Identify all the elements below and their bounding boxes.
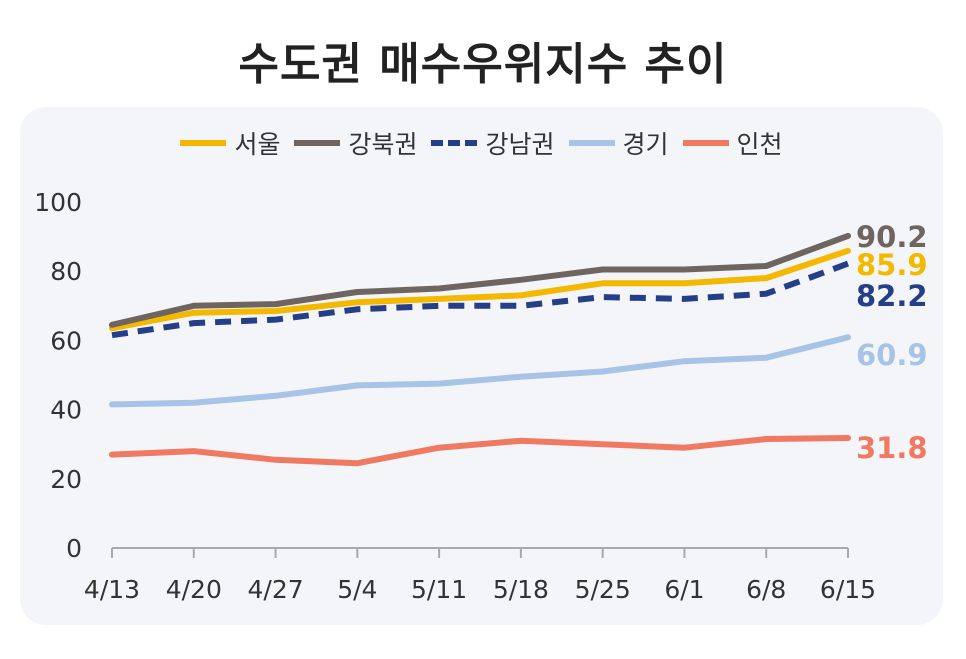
legend-swatch-gangbuk xyxy=(294,140,341,146)
y-tick-label: 60 xyxy=(50,326,82,355)
end-value-label: 85.9 xyxy=(856,248,928,282)
series-line-3 xyxy=(111,260,850,339)
series-line-2 xyxy=(109,232,851,328)
y-tick-label: 0 xyxy=(66,534,82,563)
axes: 0 20 40 60 80 100 4/13 4/20 4/27 5/4 5/11 5/18 5/25 6… xyxy=(34,188,876,604)
legend-label-gangbuk: 강북권 xyxy=(348,130,418,159)
legend-label-incheon: 인천 xyxy=(736,130,783,159)
end-value-label: 90.2 xyxy=(856,220,928,254)
x-tick-label: 5/25 xyxy=(575,575,631,604)
x-tick-label: 6/8 xyxy=(746,575,786,604)
chart-title: 수도권 매수우위지수 추이 xyxy=(238,39,728,90)
legend-swatch-gangnam xyxy=(431,140,478,146)
legend-item-incheon: 인천 xyxy=(682,125,783,161)
x-tick-label: 4/20 xyxy=(166,575,222,604)
end-value-label: 60.9 xyxy=(856,338,928,372)
x-tick-label: 6/1 xyxy=(664,575,704,604)
end-labels: 90.285.982.2 60.9 31.8 xyxy=(856,220,928,465)
end-value-label: 31.8 xyxy=(856,431,928,465)
x-tick-label: 4/27 xyxy=(247,575,303,604)
y-tick-label: 20 xyxy=(50,465,82,494)
y-tick-label: 100 xyxy=(34,188,82,217)
legend-label-seoul: 서울 xyxy=(234,130,281,159)
chart-legend: 서울 강북권 강남권 경기 인천 xyxy=(20,126,943,160)
x-tick-label: 5/11 xyxy=(411,575,467,604)
legend-label-gangnam: 강남권 xyxy=(485,130,555,159)
legend-swatch-seoul xyxy=(180,140,227,146)
legend-item-gangnam: 강남권 xyxy=(431,125,555,161)
legend-swatch-gyeonggi xyxy=(568,140,615,146)
chart-panel xyxy=(20,107,943,625)
legend-item-gangbuk: 강북권 xyxy=(294,125,417,161)
series-lines xyxy=(109,232,851,467)
x-tick-label: 4/13 xyxy=(84,575,140,604)
y-tick-label: 40 xyxy=(50,396,82,425)
x-tick-label: 5/18 xyxy=(493,575,549,604)
x-tick-label: 6/15 xyxy=(820,575,876,604)
legend-label-gyeonggi: 경기 xyxy=(622,130,669,159)
series-line-4 xyxy=(109,334,851,408)
legend-item-gyeonggi: 경기 xyxy=(568,125,669,161)
series-line-1 xyxy=(109,247,851,332)
x-tick-label: 5/4 xyxy=(337,575,377,604)
legend-item-seoul: 서울 xyxy=(180,125,280,161)
legend-swatch-incheon xyxy=(682,140,729,146)
y-tick-label: 80 xyxy=(50,257,82,286)
end-value-label: 82.2 xyxy=(856,279,928,313)
series-line-5 xyxy=(109,435,851,467)
